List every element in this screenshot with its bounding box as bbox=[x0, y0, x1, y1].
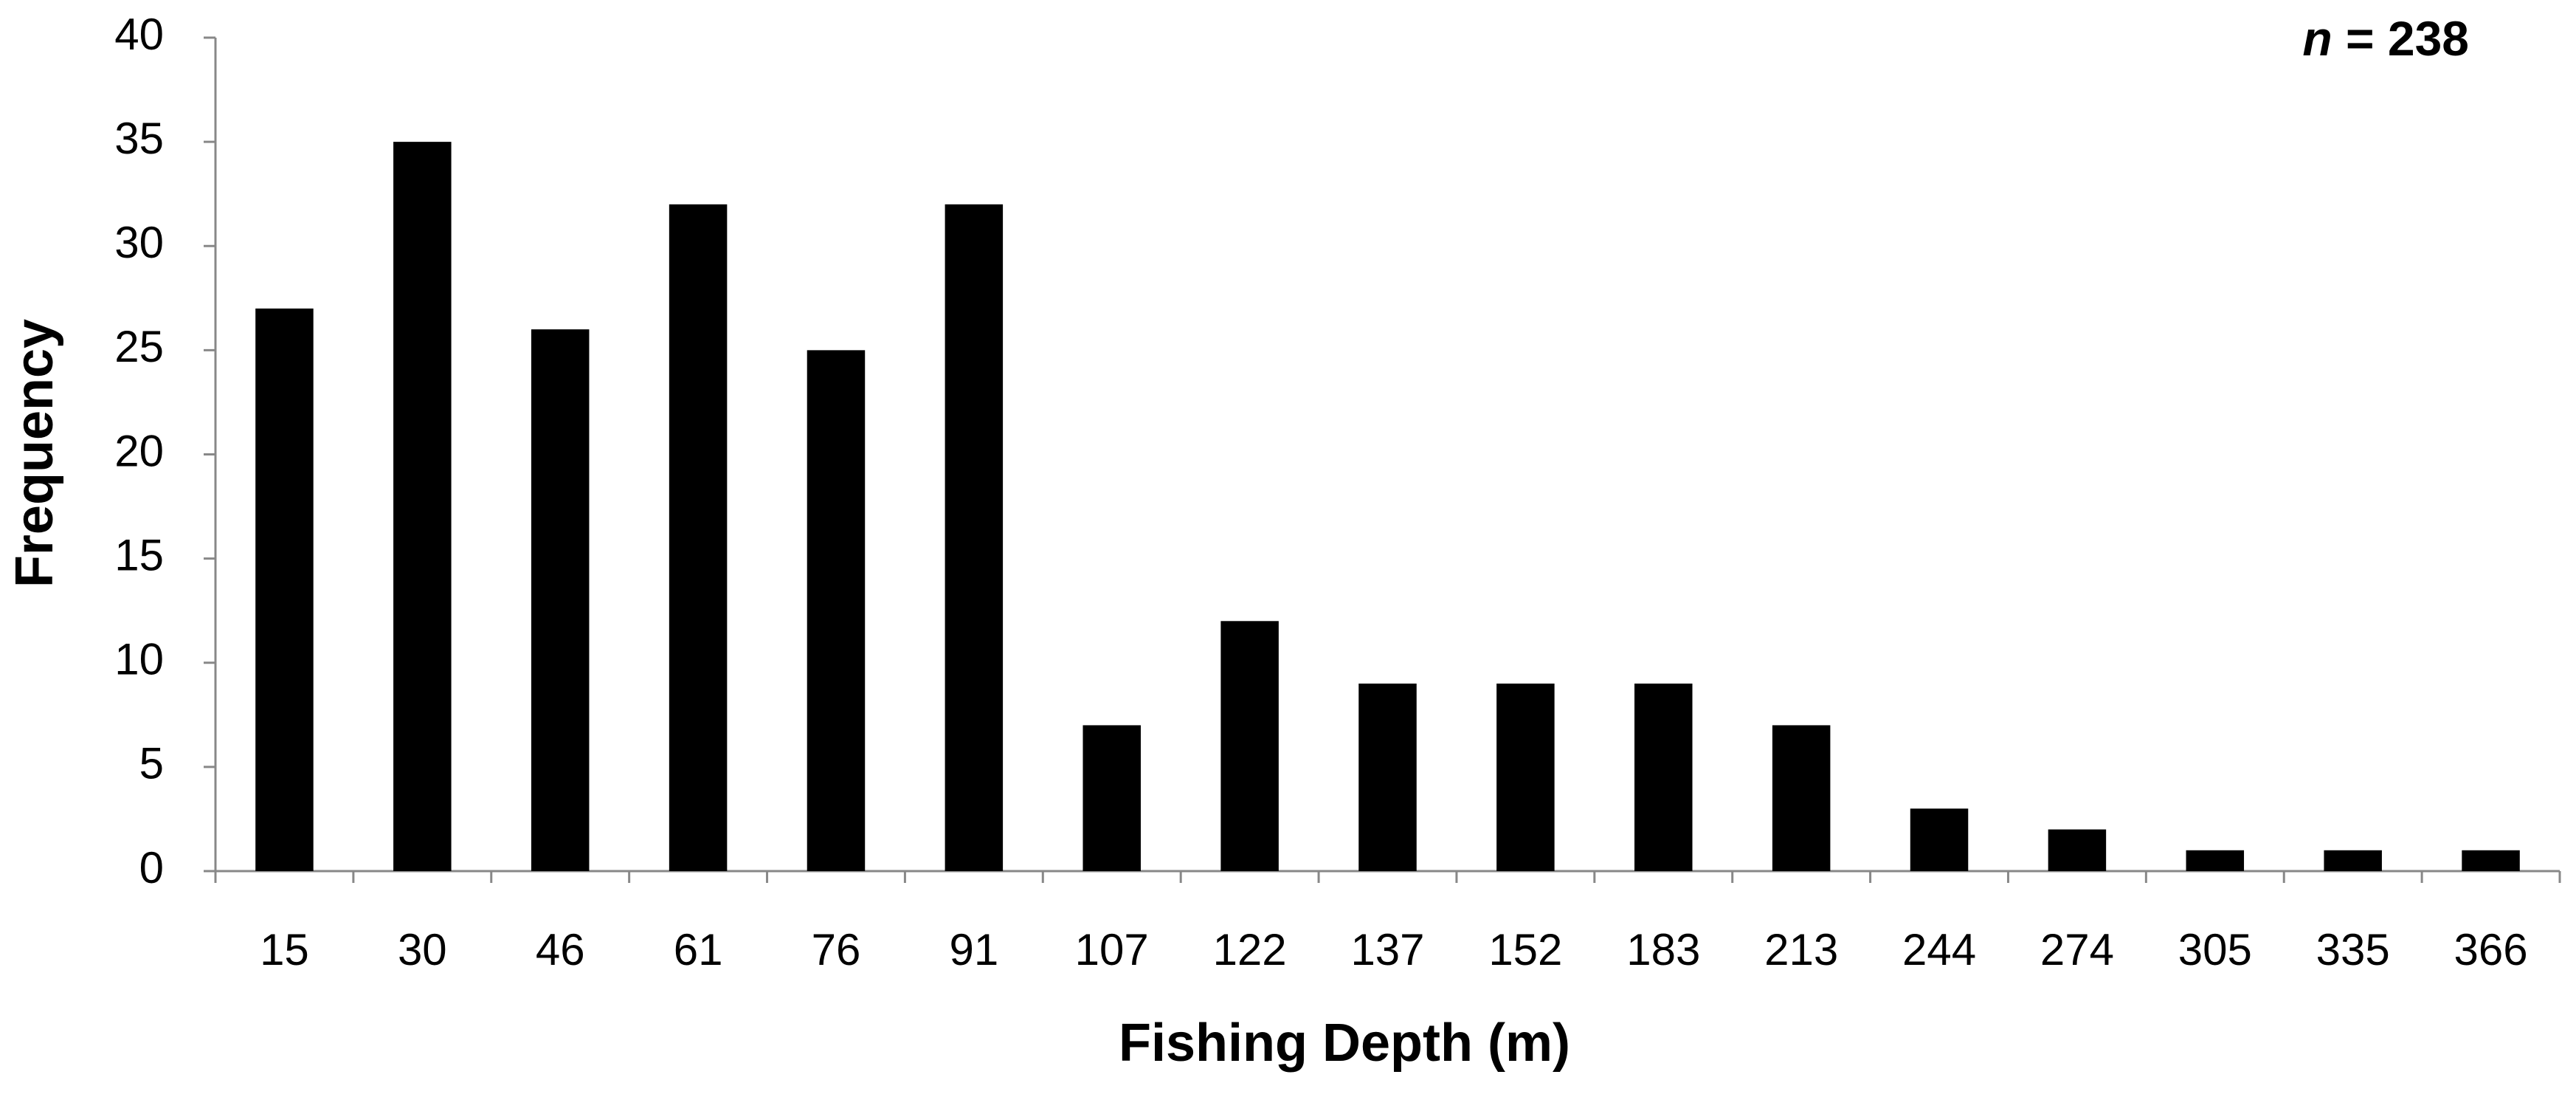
x-tick-label: 76 bbox=[812, 925, 861, 974]
bar bbox=[1772, 725, 1831, 871]
x-tick-label: 366 bbox=[2454, 925, 2528, 974]
bar bbox=[945, 204, 1004, 871]
bar bbox=[255, 308, 314, 871]
bar bbox=[1358, 683, 1417, 871]
bar bbox=[807, 350, 866, 871]
x-tick-label: 335 bbox=[2316, 925, 2390, 974]
y-axis-title: Frequency bbox=[5, 319, 64, 588]
x-tick-label: 122 bbox=[1213, 925, 1287, 974]
bar bbox=[1634, 683, 1693, 871]
bar bbox=[2462, 850, 2520, 871]
bar bbox=[669, 204, 728, 871]
x-tick-label: 274 bbox=[2040, 925, 2114, 974]
x-tick-label: 152 bbox=[1488, 925, 1562, 974]
x-tick-label: 137 bbox=[1350, 925, 1424, 974]
bar bbox=[1910, 808, 1969, 871]
bar bbox=[2048, 829, 2107, 871]
x-tick-label: 15 bbox=[260, 925, 309, 974]
bar bbox=[2186, 850, 2245, 871]
bar bbox=[1220, 621, 1279, 871]
bar bbox=[1082, 725, 1141, 871]
annotation: n = 238 bbox=[2302, 11, 2469, 66]
x-tick-label: 30 bbox=[398, 925, 447, 974]
y-tick-label: 0 bbox=[139, 843, 164, 893]
y-tick-label: 20 bbox=[114, 426, 164, 475]
x-tick-label: 46 bbox=[536, 925, 585, 974]
bar bbox=[393, 142, 452, 871]
x-tick-label: 91 bbox=[949, 925, 998, 974]
y-tick-label: 30 bbox=[114, 218, 164, 267]
bar bbox=[531, 329, 590, 871]
y-tick-label: 5 bbox=[139, 739, 164, 788]
y-tick-label: 40 bbox=[114, 10, 164, 59]
x-tick-label: 61 bbox=[674, 925, 723, 974]
x-axis-title: Fishing Depth (m) bbox=[1119, 1014, 1570, 1073]
y-tick-label: 10 bbox=[114, 635, 164, 684]
bar bbox=[2324, 850, 2382, 871]
x-tick-label: 107 bbox=[1075, 925, 1149, 974]
y-tick-label: 35 bbox=[114, 114, 164, 163]
x-tick-label: 305 bbox=[2178, 925, 2252, 974]
x-tick-label: 244 bbox=[1902, 925, 1976, 974]
bar bbox=[1496, 683, 1555, 871]
x-tick-label: 213 bbox=[1764, 925, 1838, 974]
x-tick-label: 183 bbox=[1626, 925, 1700, 974]
y-tick-label: 15 bbox=[114, 530, 164, 580]
y-tick-label: 25 bbox=[114, 322, 164, 371]
